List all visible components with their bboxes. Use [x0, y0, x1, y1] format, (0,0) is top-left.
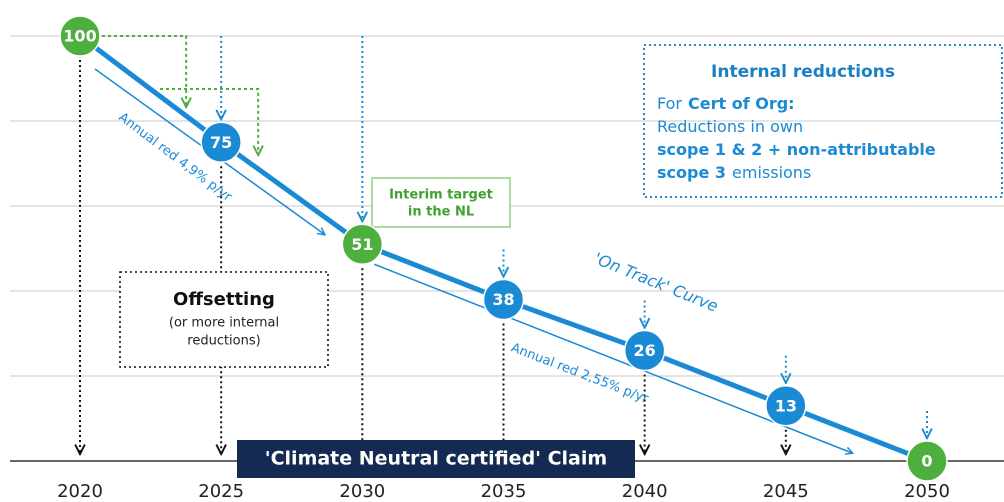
point [623, 329, 666, 372]
point-label: 38 [492, 290, 514, 309]
internal-line: Reductions in own [657, 117, 803, 136]
interim-label: Interim target [389, 188, 493, 203]
internal-seg: For [657, 94, 682, 113]
point-label: 100 [63, 27, 96, 46]
offset-line: (or more internal [169, 316, 279, 331]
internal-seg: Cert of Org: [688, 94, 795, 113]
x-tick-label: 2020 [57, 481, 103, 502]
point [341, 223, 384, 265]
x-tick-label: 2050 [904, 481, 950, 502]
claim-label: 'Climate Neutral certified' Claim [265, 448, 607, 470]
point [482, 278, 525, 321]
offset-arrow [160, 88, 258, 154]
point-label: 0 [921, 452, 932, 471]
x-tick-label: 2045 [763, 481, 809, 502]
offset-box [119, 271, 329, 368]
x-tick-label: 2025 [198, 481, 244, 502]
x-tick-label: 2030 [339, 481, 385, 502]
internal-seg: Reductions in own [657, 117, 803, 136]
internal-line: scope 1 & 2 + non-attributable [657, 140, 936, 159]
curve-label: 'On Track' Curve [591, 249, 721, 316]
offset-arrow [102, 35, 186, 106]
point [59, 15, 101, 57]
x-tick-label: 2040 [622, 481, 668, 502]
internal-title: Internal reductions [711, 62, 895, 82]
interim-label: in the NL [408, 205, 474, 220]
point-label: 26 [634, 341, 656, 360]
point [906, 440, 948, 482]
point [765, 385, 807, 427]
x-tick-label: 2035 [481, 481, 527, 502]
point-label: 13 [775, 396, 797, 415]
internal-line: For Cert of Org: [657, 94, 795, 113]
interim-box [371, 177, 511, 228]
point-label: 75 [210, 133, 232, 152]
internal-line: scope 3 emissions [657, 163, 811, 182]
internal-seg: scope 3 [657, 163, 726, 182]
internal-seg: emissions [732, 163, 811, 182]
offset-line: reductions) [187, 334, 260, 349]
point [200, 121, 242, 163]
offset-title: Offsetting [173, 289, 275, 310]
claim-banner [237, 440, 635, 478]
point-label: 51 [351, 235, 373, 254]
internal-seg: scope 1 & 2 + non-attributable [657, 140, 936, 159]
